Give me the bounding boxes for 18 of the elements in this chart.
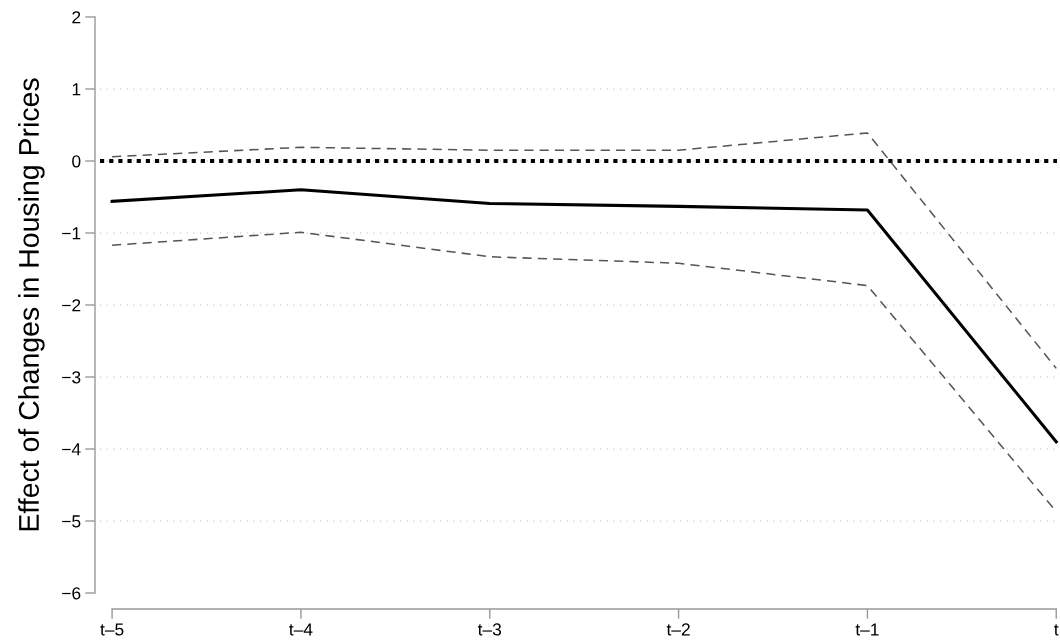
y-tick-label: −5 [62,515,81,528]
x-tick-label: t–1 [855,623,879,636]
y-tick-label: −4 [62,443,81,456]
x-tick-label: t–3 [477,623,502,636]
y-tick-label: −2 [62,299,81,312]
y-tick-label: 0 [72,155,81,168]
line-series [111,132,1058,370]
x-tick-label: t [1054,624,1059,636]
y-tick-label: −1 [62,227,81,240]
y-tick-label: −3 [62,371,81,384]
line-series [110,188,1058,444]
x-tick-label: t–4 [289,623,313,636]
y-axis-title: Effect of Changes in Housing Prices [18,78,45,531]
x-tick-label: t–2 [666,623,690,636]
y-tick-label: −6 [62,587,81,600]
y-tick-label: 2 [72,11,81,24]
x-tick-label: t–5 [100,623,124,636]
y-tick-label: 1 [72,83,81,96]
